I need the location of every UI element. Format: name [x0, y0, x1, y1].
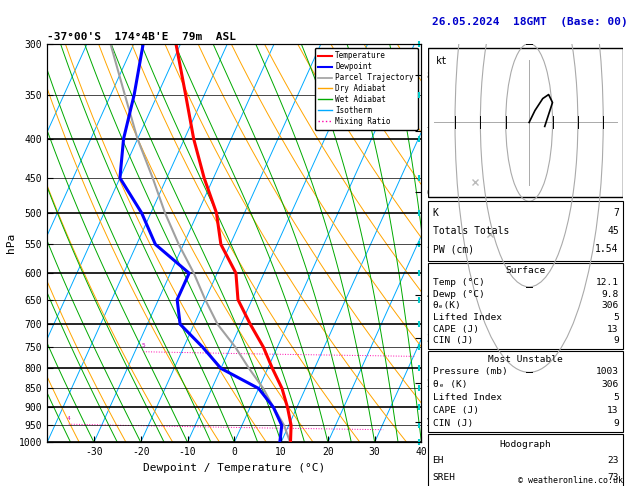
Text: 12.1: 12.1: [596, 278, 619, 287]
Text: Surface: Surface: [505, 266, 545, 275]
Text: 306: 306: [601, 381, 619, 389]
Text: 1.54: 1.54: [595, 244, 619, 254]
Text: 9: 9: [613, 419, 619, 428]
Text: 73: 73: [608, 472, 619, 482]
Bar: [428, 263, 623, 348]
Bar: [428, 434, 623, 486]
Y-axis label: km
ASL: km ASL: [435, 232, 452, 254]
Text: PW (cm): PW (cm): [433, 244, 474, 254]
Bar: [428, 48, 623, 197]
Text: 5: 5: [142, 344, 145, 348]
Text: LCL: LCL: [428, 424, 446, 434]
X-axis label: Dewpoint / Temperature (°C): Dewpoint / Temperature (°C): [143, 463, 325, 473]
Text: 13: 13: [608, 406, 619, 416]
Text: Dewp (°C): Dewp (°C): [433, 290, 484, 298]
Text: Totals Totals: Totals Totals: [433, 226, 509, 236]
Bar: [428, 350, 623, 433]
Text: -37°00'S  174°4B'E  79m  ASL: -37°00'S 174°4B'E 79m ASL: [47, 32, 236, 42]
Text: 7: 7: [613, 208, 619, 218]
Text: Temp (°C): Temp (°C): [433, 278, 484, 287]
Text: 26.05.2024  18GMT  (Base: 00): 26.05.2024 18GMT (Base: 00): [431, 17, 627, 27]
Text: kt: kt: [435, 56, 447, 66]
Text: 23: 23: [608, 456, 619, 466]
Text: CAPE (J): CAPE (J): [433, 325, 479, 334]
Text: Pressure (mb): Pressure (mb): [433, 367, 508, 377]
Text: 5: 5: [613, 313, 619, 322]
Text: θₑ (K): θₑ (K): [433, 381, 467, 389]
Text: Lifted Index: Lifted Index: [433, 394, 501, 402]
Text: 306: 306: [601, 301, 619, 310]
Text: θₑ(K): θₑ(K): [433, 301, 461, 310]
Text: Most Unstable: Most Unstable: [488, 354, 562, 364]
Legend: Temperature, Dewpoint, Parcel Trajectory, Dry Adiabat, Wet Adiabat, Isotherm, Mi: Temperature, Dewpoint, Parcel Trajectory…: [314, 48, 418, 130]
Text: EH: EH: [433, 456, 444, 466]
Bar: [428, 201, 623, 261]
Text: CIN (J): CIN (J): [433, 419, 473, 428]
Text: 4: 4: [67, 416, 70, 421]
Text: CAPE (J): CAPE (J): [433, 406, 479, 416]
Text: 13: 13: [608, 325, 619, 334]
Text: Lifted Index: Lifted Index: [433, 313, 501, 322]
Text: 9: 9: [613, 336, 619, 346]
Text: 45: 45: [607, 226, 619, 236]
Text: 9.8: 9.8: [601, 290, 619, 298]
Text: 1003: 1003: [596, 367, 619, 377]
Y-axis label: hPa: hPa: [6, 233, 16, 253]
Text: K: K: [433, 208, 438, 218]
Text: SREH: SREH: [433, 472, 455, 482]
Text: Hodograph: Hodograph: [499, 440, 551, 449]
Text: CIN (J): CIN (J): [433, 336, 473, 346]
Text: © weatheronline.co.uk: © weatheronline.co.uk: [518, 475, 623, 485]
Text: 5: 5: [613, 394, 619, 402]
